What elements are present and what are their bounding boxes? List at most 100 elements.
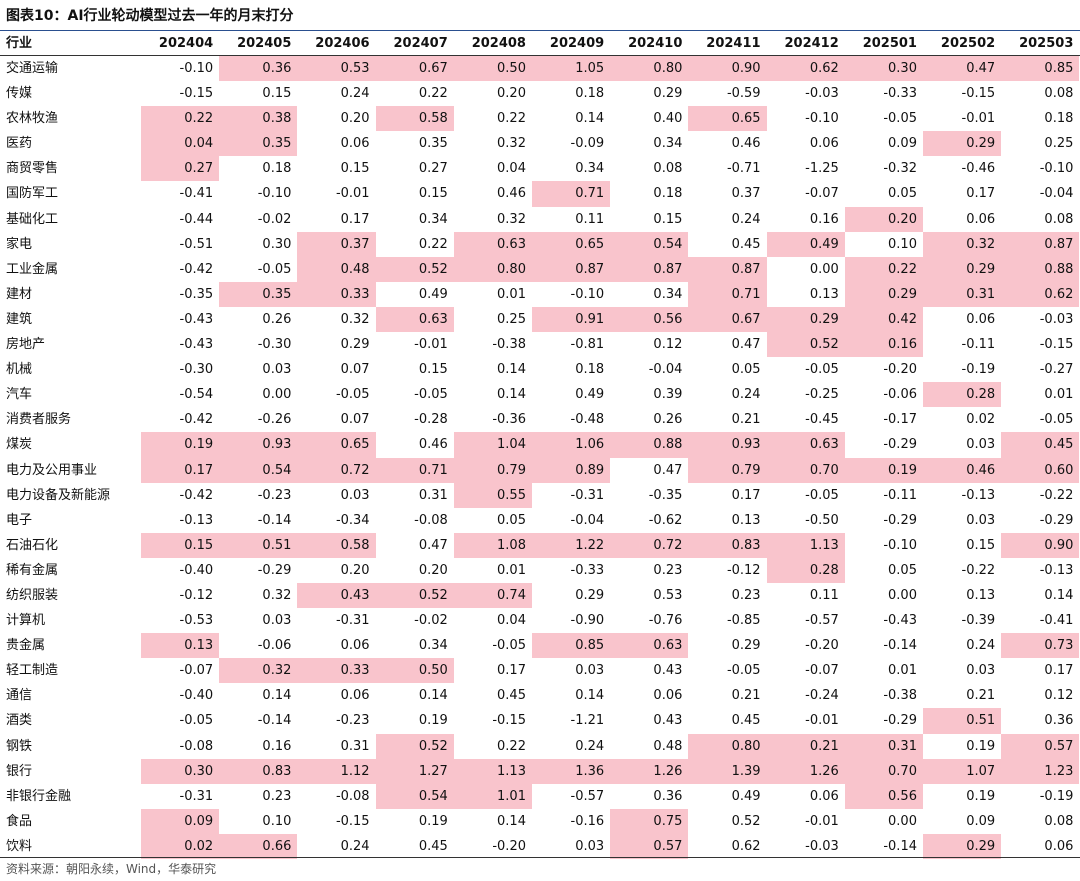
score-cell: 0.16 bbox=[809, 211, 839, 227]
score-cell: -0.13 bbox=[1039, 562, 1074, 578]
score-cell: 0.08 bbox=[653, 161, 683, 177]
score-cell: 0.31 bbox=[844, 733, 923, 759]
score-cell: 0.18 bbox=[575, 362, 605, 378]
score-cell: 0.34 bbox=[653, 136, 683, 152]
score-cell: 1.26 bbox=[610, 758, 689, 784]
score-cell: 0.60 bbox=[1001, 457, 1080, 483]
score-cell: 0.04 bbox=[141, 131, 220, 157]
score-cell: -0.54 bbox=[179, 387, 214, 403]
score-cell: 0.14 bbox=[418, 688, 448, 704]
score-cell: -0.35 bbox=[179, 286, 214, 302]
score-cell: 0.34 bbox=[418, 638, 448, 654]
score-cell: 0.02 bbox=[141, 833, 220, 859]
score-cell: 0.24 bbox=[575, 738, 605, 754]
score-cell: 0.19 bbox=[966, 788, 996, 804]
score-cell: 0.06 bbox=[809, 136, 839, 152]
score-cell: 0.36 bbox=[219, 56, 298, 82]
score-cell: -0.20 bbox=[492, 838, 526, 854]
score-cell: 0.09 bbox=[966, 813, 996, 829]
score-cell: 0.27 bbox=[418, 161, 448, 177]
industry-name: 电子 bbox=[6, 512, 33, 528]
score-cell: 0.24 bbox=[340, 838, 370, 854]
score-cell: 0.20 bbox=[497, 86, 526, 102]
table-row: 电力及公用事业 0.17 0.54 0.72 0.71 0.79 0.89 0.47 0.79 0… bbox=[0, 457, 1080, 483]
industry-name: 通信 bbox=[6, 688, 33, 704]
score-cell: 0.03 bbox=[575, 838, 605, 854]
score-cell: 0.10 bbox=[262, 813, 292, 829]
score-cell: -0.17 bbox=[883, 412, 917, 428]
table-row: 通信 -0.40 0.14 0.06 0.14 0.45 0.14 0.06 0.21 -0.24… bbox=[0, 683, 1080, 708]
score-cell: 0.18 bbox=[1044, 111, 1074, 127]
score-cell: 1.12 bbox=[297, 758, 376, 784]
score-cell: 0.14 bbox=[497, 813, 526, 829]
score-cell: 0.24 bbox=[731, 387, 761, 403]
score-cell: 0.23 bbox=[731, 587, 761, 603]
score-cell: -0.05 bbox=[335, 387, 370, 403]
score-cell: 0.08 bbox=[1044, 813, 1074, 829]
score-cell: 0.17 bbox=[731, 487, 761, 503]
title-bar: 图表10：AI行业轮动模型过去一年的月末打分 bbox=[0, 0, 1080, 31]
score-cell: 0.16 bbox=[844, 332, 923, 358]
score-cell: 0.29 bbox=[844, 281, 923, 307]
score-cell: 0.87 bbox=[1001, 231, 1080, 257]
industry-name: 医药 bbox=[6, 136, 33, 152]
header-month: 202408 bbox=[471, 36, 526, 51]
score-cell: -0.05 bbox=[805, 362, 839, 378]
score-cell: 0.15 bbox=[340, 161, 370, 177]
score-cell: -0.15 bbox=[961, 86, 996, 102]
table-row: 轻工制造 -0.07 0.32 0.33 0.50 0.17 0.03 0.43 -0.05 -0… bbox=[0, 658, 1080, 684]
score-cell: -0.53 bbox=[179, 613, 214, 629]
score-cell: -0.42 bbox=[179, 261, 214, 277]
score-cell: 0.00 bbox=[262, 387, 292, 403]
score-cell: -0.81 bbox=[570, 337, 605, 353]
score-cell: 0.32 bbox=[262, 587, 292, 603]
table-row: 基础化工 -0.44 -0.02 0.17 0.34 0.32 0.11 0.15 0.24 0.… bbox=[0, 206, 1080, 232]
score-cell: 0.29 bbox=[923, 833, 1002, 859]
score-cell: 0.32 bbox=[497, 211, 526, 227]
score-cell: 0.63 bbox=[453, 231, 532, 257]
score-cell: 0.04 bbox=[497, 161, 526, 177]
score-cell: -0.29 bbox=[1039, 512, 1074, 528]
score-cell: 0.17 bbox=[340, 211, 370, 227]
score-cell: -0.08 bbox=[179, 738, 214, 754]
header-month: 202409 bbox=[549, 36, 605, 51]
score-cell: 0.70 bbox=[766, 457, 845, 483]
score-cell: 0.14 bbox=[497, 387, 526, 403]
score-cell: 1.01 bbox=[453, 783, 532, 809]
score-cell: 0.00 bbox=[888, 587, 917, 603]
score-cell: 0.20 bbox=[844, 206, 923, 232]
table-row: 电力设备及新能源 -0.42 -0.23 0.03 0.31 0.55 -0.31 -0.35… bbox=[0, 482, 1080, 508]
score-cell: 0.19 bbox=[966, 738, 996, 754]
score-cell: 0.65 bbox=[532, 231, 611, 257]
table-row: 饮料 0.02 0.66 0.24 0.45 -0.20 0.03 0.57 0.62 -0.03… bbox=[0, 833, 1080, 859]
industry-name: 电力及公用事业 bbox=[6, 462, 98, 478]
score-cell: 0.03 bbox=[966, 512, 996, 528]
score-cell: 1.05 bbox=[532, 56, 611, 82]
score-cell: 0.63 bbox=[375, 306, 454, 333]
score-cell: 0.35 bbox=[418, 136, 448, 152]
score-cell: 0.47 bbox=[418, 537, 448, 553]
score-cell: -0.39 bbox=[961, 613, 996, 629]
score-cell: 0.01 bbox=[1044, 387, 1074, 403]
score-cell: -0.30 bbox=[179, 362, 214, 378]
score-cell: 0.22 bbox=[497, 738, 526, 754]
score-cell: 0.47 bbox=[731, 337, 761, 353]
score-cell: 0.08 bbox=[1044, 211, 1074, 227]
table-row: 农林牧渔 0.22 0.38 0.20 0.58 0.22 0.14 0.40 0.65 -0.1… bbox=[0, 106, 1080, 132]
score-cell: 0.74 bbox=[453, 582, 532, 609]
score-cell: 0.75 bbox=[610, 808, 689, 834]
score-cell: -0.05 bbox=[257, 261, 292, 277]
table-row: 酒类 -0.05 -0.14 -0.23 0.19 -0.15 -1.21 0.43 0.45 -… bbox=[0, 708, 1080, 734]
score-cell: 0.52 bbox=[375, 256, 454, 282]
industry-name: 农林牧渔 bbox=[6, 111, 59, 127]
score-cell: -0.15 bbox=[179, 86, 214, 102]
score-cell: -0.13 bbox=[179, 512, 214, 528]
score-cell: 0.47 bbox=[653, 462, 683, 478]
score-cell: 0.11 bbox=[575, 211, 605, 227]
score-cell: 0.56 bbox=[844, 783, 923, 809]
table-row: 建材 -0.35 0.35 0.33 0.49 0.01 -0.10 0.34 0.71 0.13… bbox=[0, 281, 1080, 307]
table-row: 机械 -0.30 0.03 0.07 0.15 0.14 0.18 -0.04 0.05 -0.0… bbox=[0, 357, 1080, 382]
score-cell: 0.46 bbox=[497, 186, 526, 202]
score-cell: 0.22 bbox=[141, 106, 220, 132]
score-cell: 0.15 bbox=[966, 537, 996, 553]
